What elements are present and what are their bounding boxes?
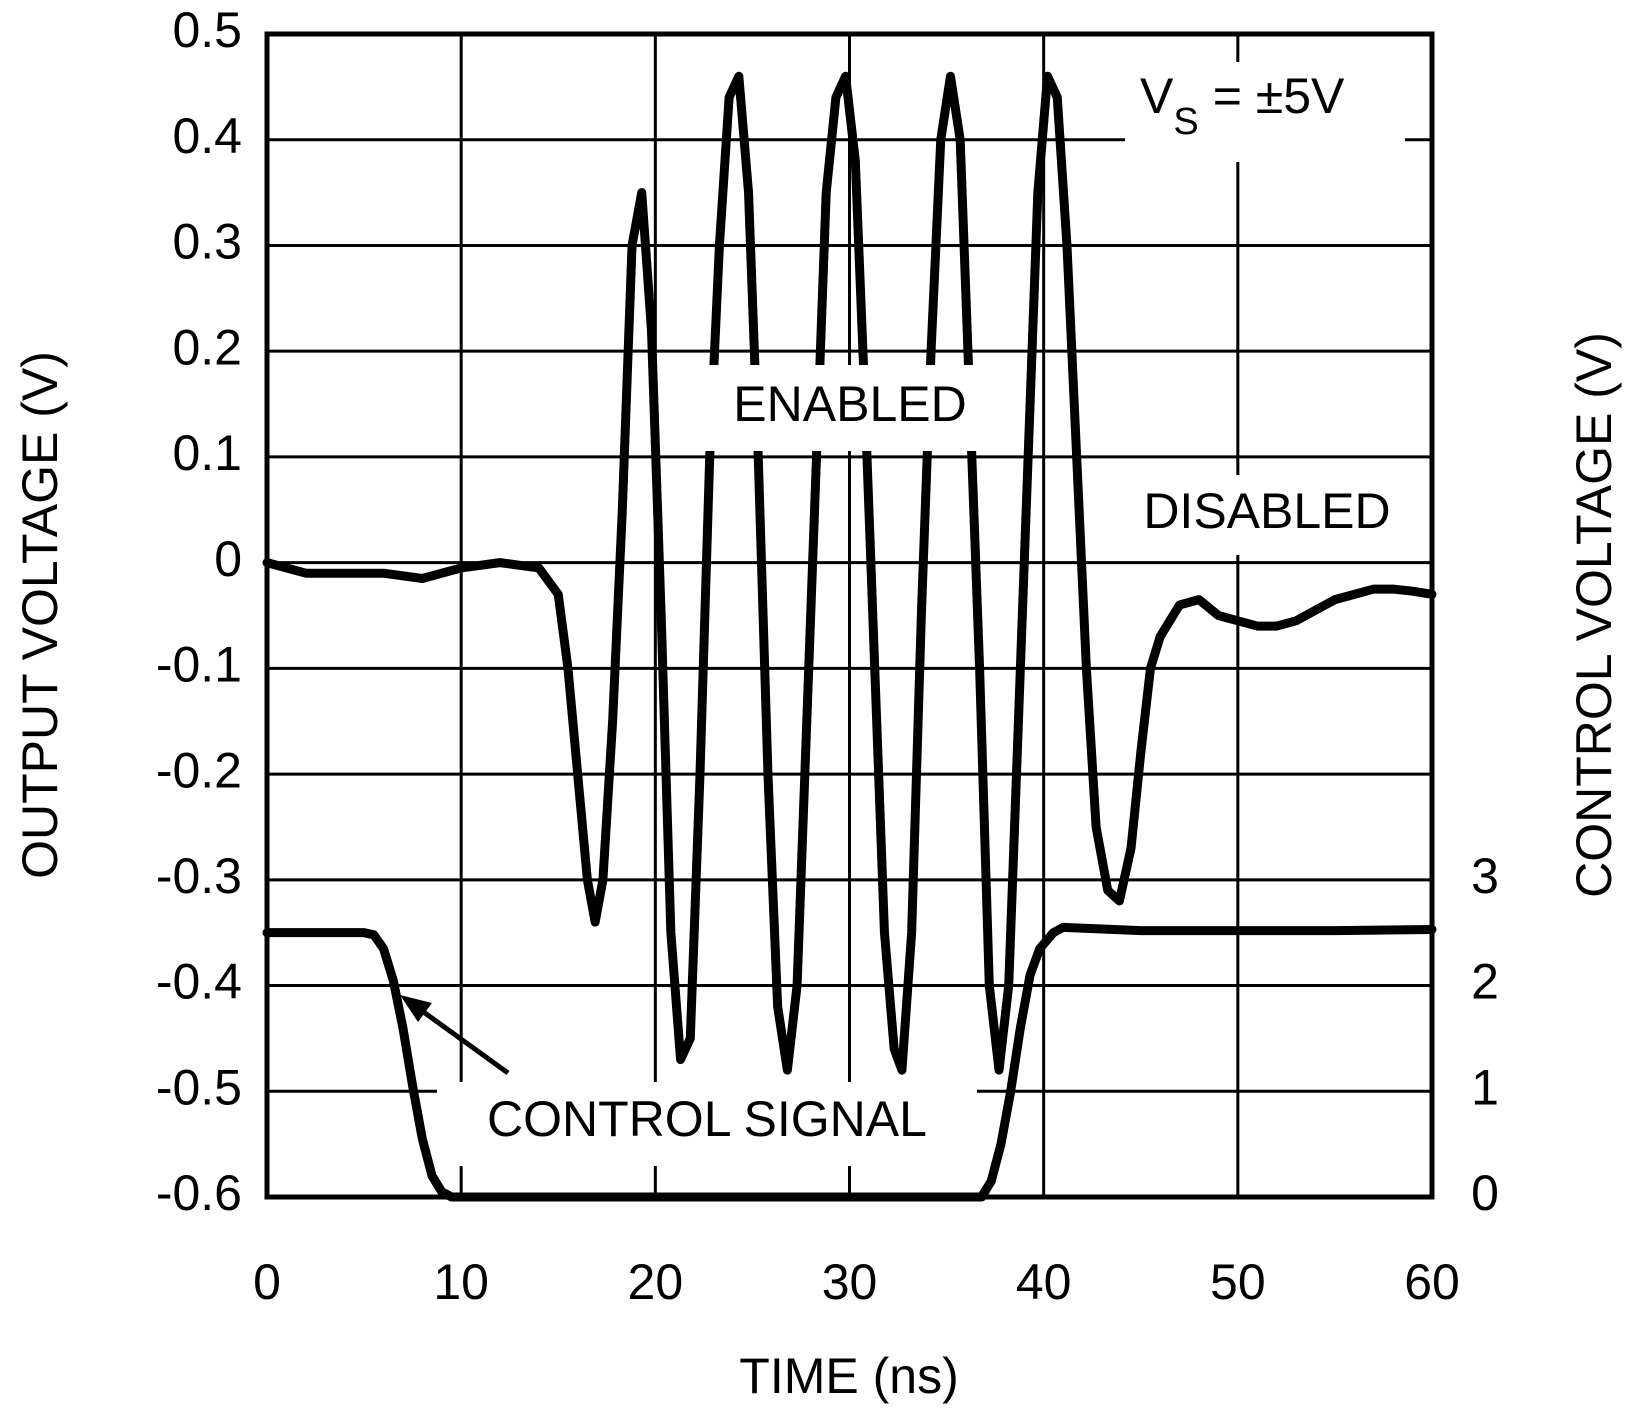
x-tick-label: 40 (1016, 1254, 1072, 1310)
y-tick-label: 0.5 (172, 2, 242, 58)
y2-tick-label: 0 (1471, 1165, 1499, 1221)
y-tick-label: -0.4 (156, 954, 242, 1010)
annotation: CONTROL SIGNAL (487, 1091, 927, 1147)
series-line (262, 71, 1437, 1075)
x-axis-label: TIME (ns) (739, 1348, 958, 1404)
annotation: DISABLED (1143, 483, 1390, 539)
x-tick-label: 50 (1210, 1254, 1266, 1310)
y-tick-label: -0.5 (156, 1059, 242, 1115)
label-bg (1110, 475, 1430, 555)
annotation: ENABLED (733, 376, 966, 432)
label-bg (1125, 62, 1405, 162)
y-tick-label: -0.1 (156, 637, 242, 693)
y-axis-label: OUTPUT VOLTAGE (V) (12, 351, 68, 879)
y-tick-label: -0.6 (156, 1165, 242, 1221)
y-tick-label: 0.2 (172, 319, 242, 375)
x-tick-label: 10 (433, 1254, 489, 1310)
plot-frame (264, 31, 1435, 1200)
y2-tick-label: 2 (1471, 954, 1499, 1010)
y2-axis-label: CONTROL VOLTAGE (V) (1566, 332, 1622, 898)
y2-tick-label: 3 (1471, 848, 1499, 904)
label-bg (680, 365, 1020, 451)
y-tick-label: -0.3 (156, 848, 242, 904)
supply-label: VS = ±5V (1140, 68, 1345, 143)
y-tick-label: 0.4 (172, 108, 242, 164)
y-tick-label: 0.3 (172, 214, 242, 270)
arrow (416, 1005, 510, 1076)
arrow-head (400, 995, 432, 1022)
y-tick-label: 0.1 (172, 425, 242, 481)
supply-base: V (1140, 68, 1174, 124)
y-tick-label: 0 (214, 531, 242, 587)
y-tick-label: -0.2 (156, 742, 242, 798)
label-bg (437, 1082, 977, 1166)
y2-tick-label: 1 (1471, 1059, 1499, 1115)
x-tick-label: 0 (253, 1254, 281, 1310)
supply-rest: = ±5V (1213, 68, 1345, 124)
x-tick-label: 30 (822, 1254, 878, 1310)
supply-sub: S (1173, 101, 1198, 143)
x-tick-label: 20 (628, 1254, 684, 1310)
x-tick-label: 60 (1404, 1254, 1460, 1310)
